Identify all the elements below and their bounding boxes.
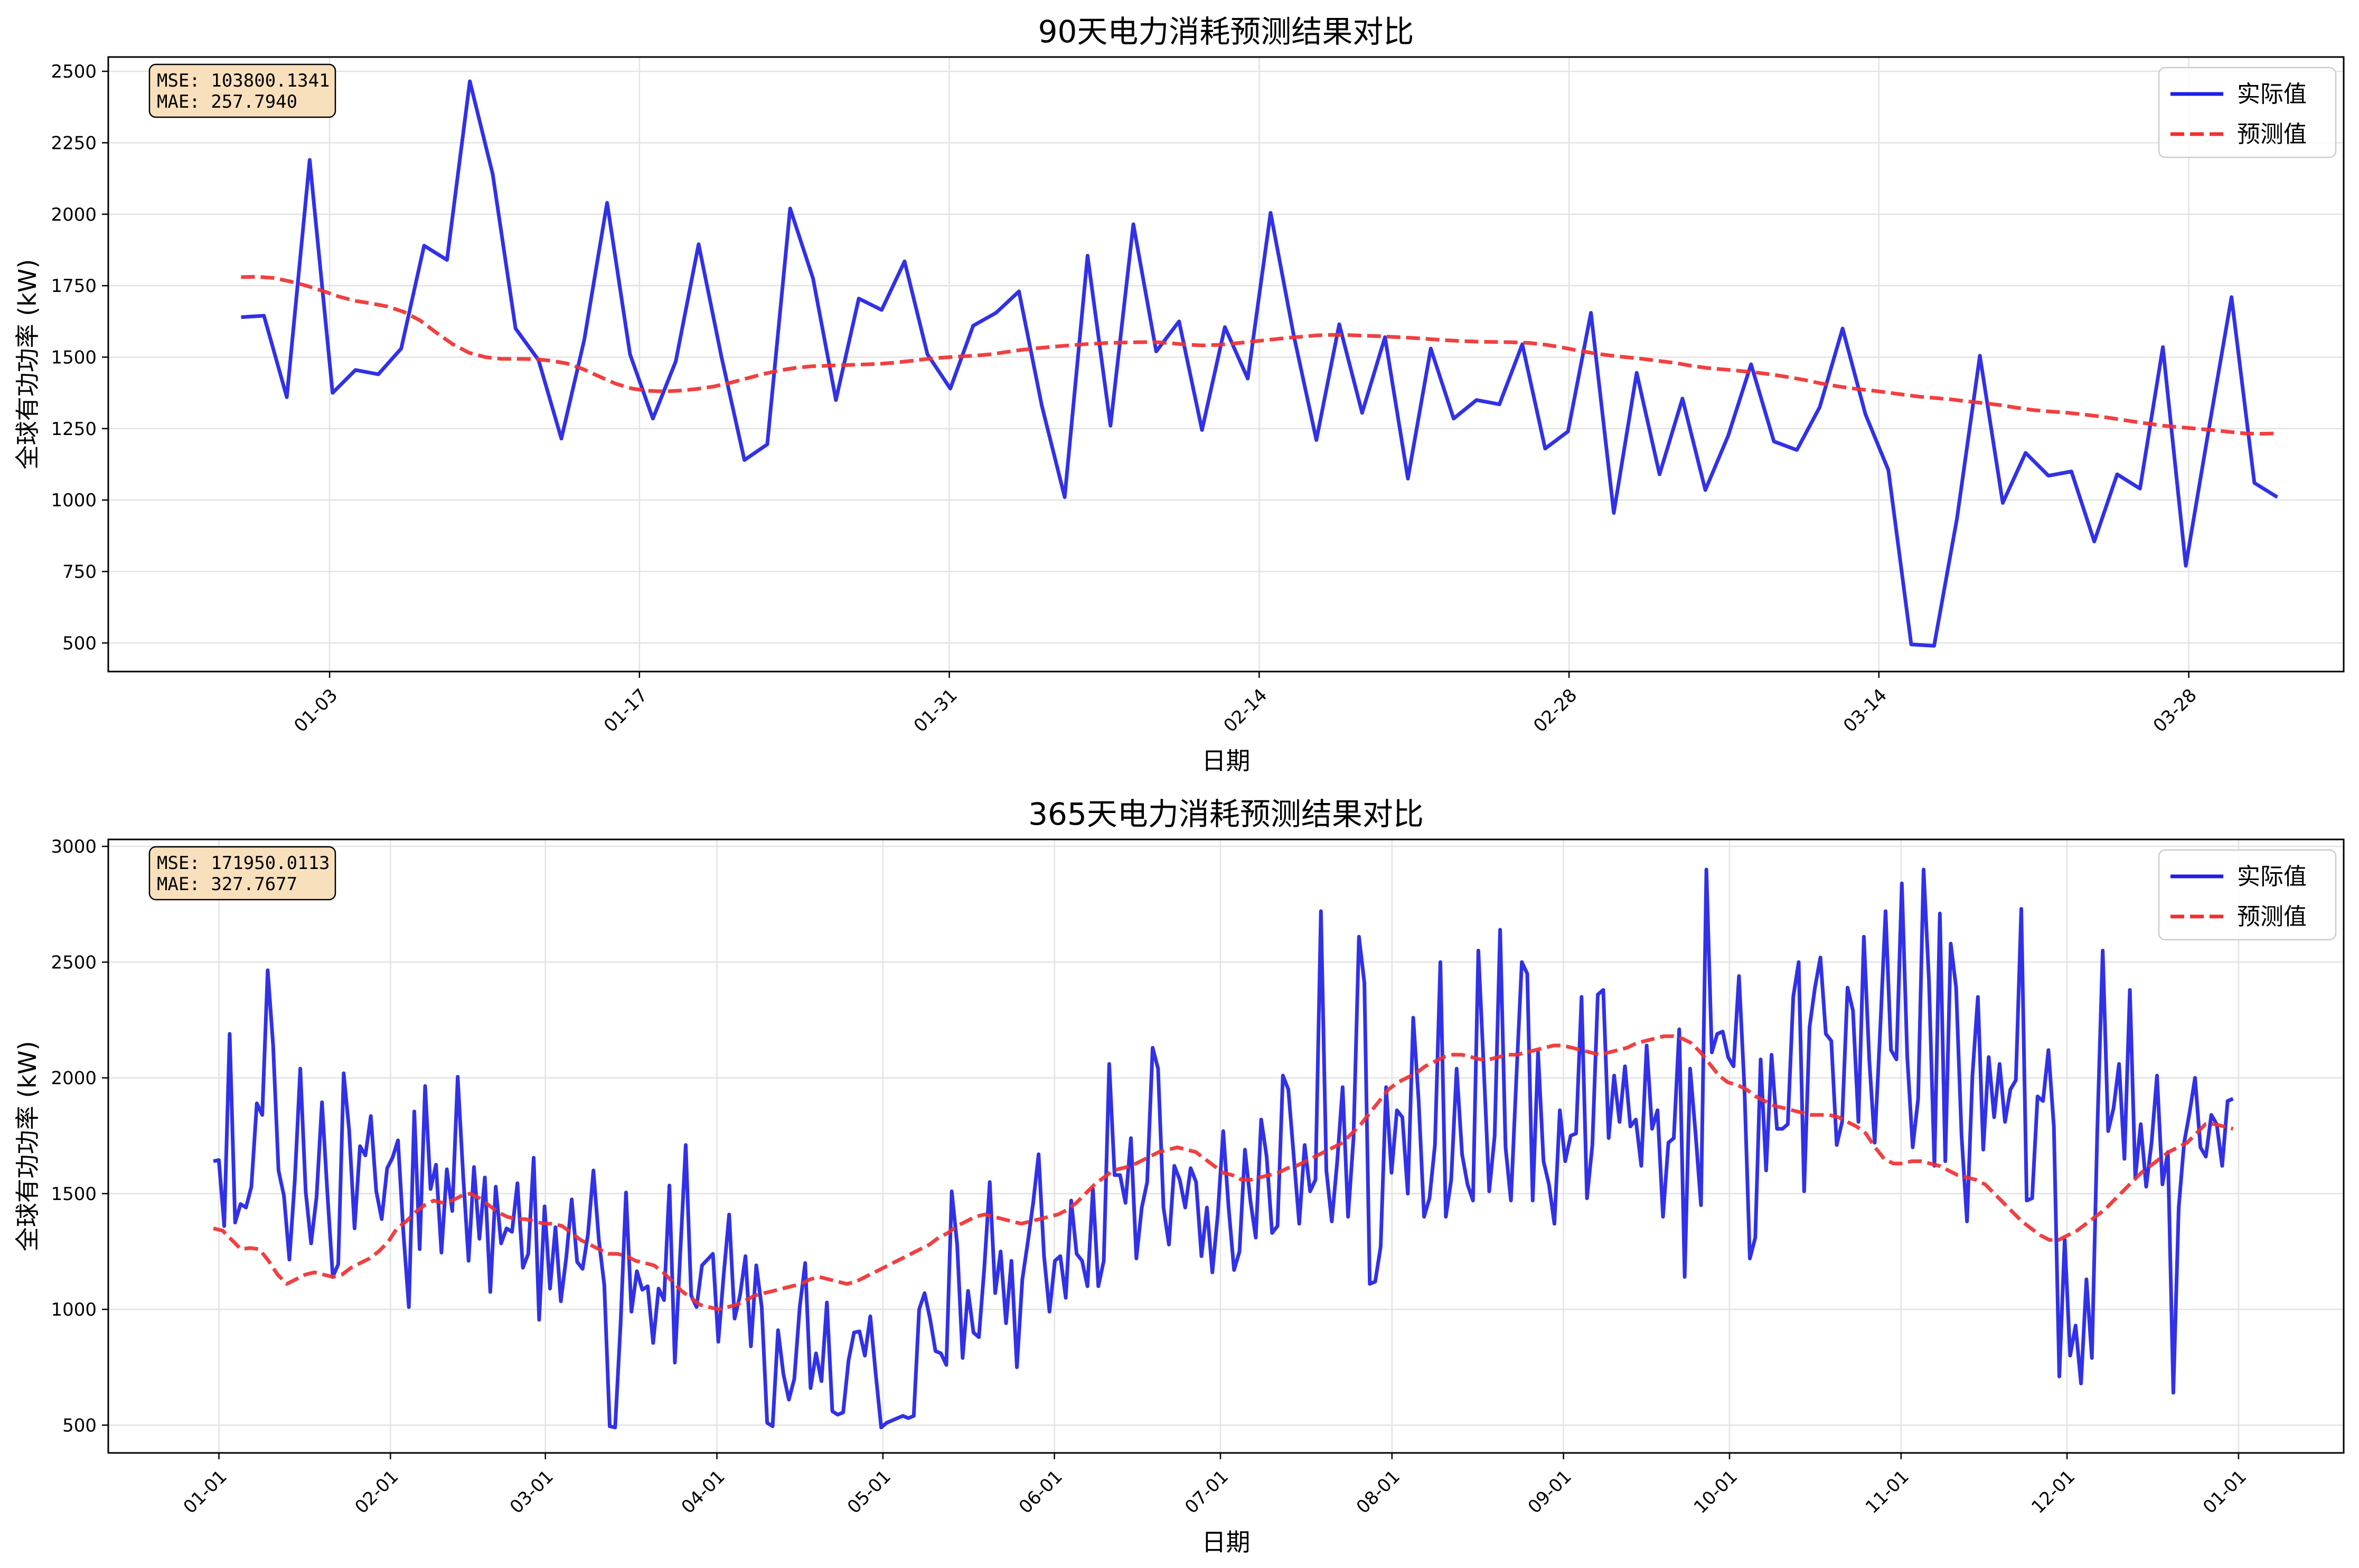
x-axis-label: 日期 [1202,1528,1251,1556]
x-tick-label: 01-01 [180,1466,231,1518]
chart-title: 365天电力消耗预测结果对比 [1028,796,1424,832]
y-tick-label: 2250 [51,133,97,154]
y-tick-label: 1250 [51,419,97,440]
x-tick-label: 01-31 [910,685,962,736]
x-tick-label: 02-28 [1529,685,1581,736]
mse-text: MSE: 103800.1341 [157,70,330,91]
x-tick-label: 06-01 [1015,1466,1067,1518]
y-tick-label: 1000 [51,1299,97,1320]
y-tick-label: 2500 [51,61,97,82]
y-tick-label: 1750 [51,276,97,297]
x-tick-label: 02-14 [1219,685,1271,736]
metrics-box-background [148,846,336,901]
y-tick-label: 2500 [51,952,97,973]
subplot-1: 90天电力消耗预测结果对比 500 750 1000 1250 1500 1750 2000 2… [13,14,2345,775]
y-axis-label: 全球有功功率 (kW) [13,1041,42,1252]
mae-text: MAE: 257.7940 [157,91,297,112]
series-line-predicted [213,1034,2234,1311]
series-line-actual [241,79,2279,648]
y-tick-label: 1000 [51,490,97,511]
x-tick-label: 07-01 [1181,1466,1233,1518]
x-tick-label: 10-01 [1690,1466,1742,1518]
chart-title: 90天电力消耗预测结果对比 [1038,14,1414,50]
x-tick-label: 08-01 [1352,1466,1404,1518]
series-line-predicted [241,275,2278,436]
x-tick-label: 04-01 [678,1466,729,1518]
x-tick-label: 09-01 [1524,1466,1576,1518]
y-tick-label: 3000 [51,836,97,857]
legend-label: 预测值 [2237,121,2307,148]
y-tick-label: 500 [62,1415,97,1436]
x-tick-label: 01-01 [2199,1466,2251,1518]
x-tick-label: 01-17 [600,685,652,736]
y-tick-label: 2000 [51,204,97,225]
legend-label: 预测值 [2237,903,2307,930]
y-axis-label: 全球有功功率 (kW) [13,259,42,470]
y-tick-label: 1500 [51,1184,97,1205]
y-tick-label: 1500 [51,347,97,368]
x-tick-label: 12-01 [2027,1466,2079,1518]
plot-frame [107,838,2345,1454]
mae-text: MAE: 327.7677 [157,874,297,895]
series-line-actual [213,867,2234,1430]
plot-frame [107,56,2345,673]
x-tick-label: 03-14 [1839,685,1891,736]
y-tick-label: 2000 [51,1068,97,1089]
x-tick-label: 01-03 [290,685,342,736]
y-tick-label: 500 [62,633,97,654]
subplot-2: 365天电力消耗预测结果对比 500 1000 1500 2000 2500 3000 01-… [13,796,2345,1556]
x-tick-label: 02-01 [351,1466,402,1518]
x-tick-label: 11-01 [1862,1466,1913,1518]
metrics-box-background [148,63,336,118]
x-axis-label: 日期 [1202,747,1251,775]
legend-label: 实际值 [2237,863,2307,890]
x-tick-label: 03-01 [506,1466,558,1518]
x-tick-label: 03-28 [2149,685,2201,736]
x-tick-label: 05-01 [843,1466,895,1518]
y-tick-label: 750 [62,562,97,583]
legend-label: 实际值 [2237,81,2307,108]
mse-text: MSE: 171950.0113 [157,853,330,874]
